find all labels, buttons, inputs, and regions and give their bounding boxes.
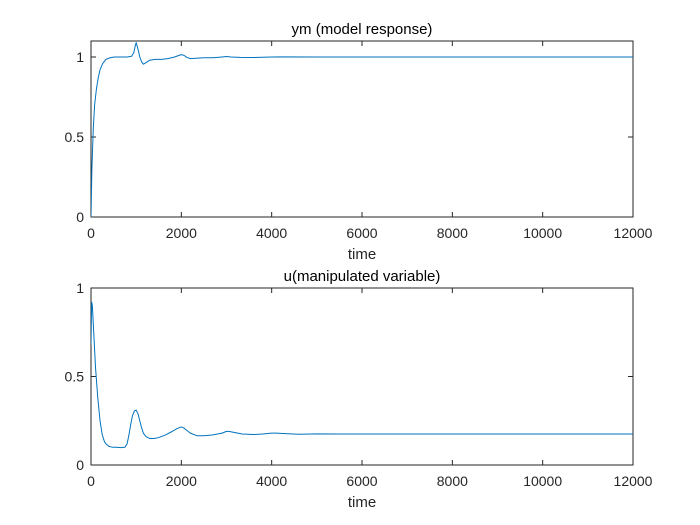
x-tick-label: 4000 (256, 225, 287, 241)
x-tick-label: 12000 (614, 473, 653, 489)
chart-title: u(manipulated variable) (284, 268, 441, 285)
x-axis-label: time (348, 246, 376, 263)
y-tick-label: 0 (76, 209, 84, 225)
subplot-model-response: 0 2000 4000 6000 8000 10000 12000 0 0.5 1 ym (mode… (65, 21, 653, 263)
x-tick-label: 10000 (523, 225, 562, 241)
chart-title: ym (model response) (292, 21, 433, 38)
axes-box (90, 287, 634, 466)
x-tick-label: 6000 (346, 225, 377, 241)
y-tick-label: 0.5 (65, 369, 85, 385)
axes-box (90, 40, 634, 218)
x-tick-label: 8000 (437, 473, 468, 489)
x-tick-label: 0 (87, 473, 95, 489)
y-tick-label: 0 (76, 457, 84, 473)
x-tick-label: 4000 (256, 473, 287, 489)
x-tick-label: 2000 (166, 473, 197, 489)
x-tick-label: 8000 (437, 225, 468, 241)
x-tick-label: 2000 (166, 225, 197, 241)
x-axis-label: time (348, 494, 376, 511)
x-tick-label: 6000 (346, 473, 377, 489)
x-tick-label: 0 (87, 225, 95, 241)
x-tick-label: 12000 (614, 225, 653, 241)
y-tick-label: 1 (76, 49, 84, 65)
y-tick-label: 1 (76, 280, 84, 296)
subplot-manipulated-variable: 0 2000 4000 6000 8000 10000 12000 0 0.5 1 u(manipu… (65, 268, 653, 511)
x-tick-label: 10000 (523, 473, 562, 489)
series-line (91, 301, 633, 449)
series-line (91, 42, 633, 217)
y-tick-label: 0.5 (65, 129, 85, 145)
